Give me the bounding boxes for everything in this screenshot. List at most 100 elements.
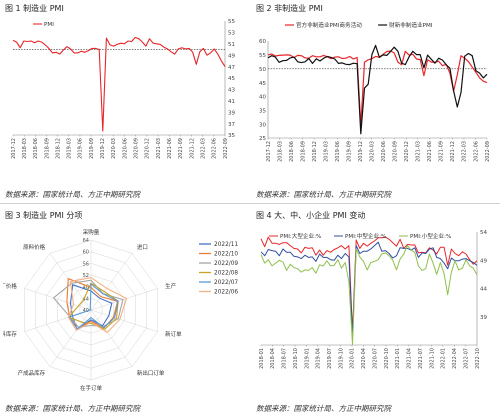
x-tick-label: 2019-09 <box>89 138 95 159</box>
y-tick-label: 55 <box>228 19 235 25</box>
y-tick-label: 41 <box>228 99 235 105</box>
x-tick-label: 2021-10 <box>429 348 435 369</box>
x-tick-label: 2018-06 <box>33 138 39 159</box>
legend-label-0: PMI:大型企业:% <box>280 232 321 240</box>
x-tick-label: 2020-12 <box>145 138 151 159</box>
x-tick-label: 2018-12 <box>312 141 318 162</box>
x-tick-label: 2018-09 <box>44 138 50 159</box>
y-tick-label: 60 <box>259 39 266 45</box>
radar-legend-label-2: 2022/09 <box>214 261 238 267</box>
y-tick-label: 43 <box>228 88 235 94</box>
y-tick-label: 51 <box>228 42 235 48</box>
x-tick-label: 2022-09 <box>223 138 229 159</box>
x-tick-label: 2017-12 <box>266 141 272 162</box>
x-tick-label: 2022-04 <box>452 348 458 369</box>
radar-series-2 <box>52 279 124 328</box>
x-tick-label: 2021-12 <box>189 138 195 159</box>
y-tick-label: 25 <box>259 136 266 142</box>
x-tick-label: 2020-10 <box>384 348 390 369</box>
radar-series-4 <box>68 282 119 330</box>
legend-label-0: PMI <box>44 22 54 28</box>
x-tick-label: 2020-03 <box>370 141 376 162</box>
x-tick-label: 2021-03 <box>156 138 162 159</box>
radar-tick-label: 48 <box>83 285 89 291</box>
series-line-0 <box>12 36 226 132</box>
x-tick-label: 2021-01 <box>395 348 401 369</box>
y-tick-label: 39 <box>228 110 235 116</box>
panel-2-source: 数据来源：国家统计局、方正中期研究院 <box>256 190 391 199</box>
radar-spoke <box>90 288 158 311</box>
panel-4-title: 图 4 大、中、小企业 PMI 变动 <box>256 211 366 220</box>
x-tick-label: 2018-01 <box>259 348 265 369</box>
x-tick-label: 2022-01 <box>441 348 447 369</box>
radar-tick-label: 52 <box>83 273 89 279</box>
x-tick-label: 2021-03 <box>416 141 422 162</box>
radar-axis-label: 进口 <box>137 243 148 251</box>
radar-axis-label: 产成品库存 <box>18 369 46 377</box>
series-line-2 <box>260 245 478 345</box>
x-tick-label: 2020-03 <box>111 138 117 159</box>
panel-3-title: 图 3 制造业 PMI 分项 <box>5 211 83 220</box>
x-tick-label: 2020-01 <box>350 348 356 369</box>
panel-4-source: 数据来源：国家统计局、方正中期研究院 <box>256 404 391 413</box>
x-tick-label: 2022-06 <box>473 141 479 162</box>
radar-legend-label-3: 2022/08 <box>214 271 238 277</box>
x-tick-label: 2021-12 <box>450 141 456 162</box>
legend-label-1: 财新非制造业PMI <box>389 21 433 29</box>
x-tick-label: 2017-12 <box>11 138 17 159</box>
x-tick-label: 2021-06 <box>167 138 173 159</box>
x-tick-label: 2021-09 <box>439 141 445 162</box>
panel-3-source: 数据来源：国家统计局、方正中期研究院 <box>5 404 140 413</box>
manufacturing-pmi-chart: 35 37 39 41 43 45 47 49 51 53 55 2017-12 2018-03 2018… <box>11 19 236 159</box>
x-tick-label: 2019-12 <box>358 141 364 162</box>
x-tick-label: 2019-03 <box>67 138 73 159</box>
x-tick-label: 2021-06 <box>427 141 433 162</box>
x-tick-label: 2020-07 <box>372 348 378 369</box>
x-tick-label: 2018-04 <box>270 348 276 369</box>
non-manufacturing-pmi-chart: 25 30 35 40 45 50 55 60 2017-12 2018-03 2018-06 201… <box>259 21 491 162</box>
radar-axis-label: 新出口订单 <box>137 369 165 377</box>
x-tick-label: 2019-04 <box>316 348 322 369</box>
x-tick-label: 2018-03 <box>277 141 283 162</box>
x-tick-label: 2022-03 <box>200 138 206 159</box>
radar-axis-label: 原料价格 <box>23 243 46 251</box>
legend-label-0: 官方非制造业PMI商务活动 <box>296 21 362 29</box>
x-tick-label: 2022-10 <box>475 348 481 369</box>
radar-spoke <box>90 253 133 311</box>
x-tick-label: 2019-01 <box>304 348 310 369</box>
radar-axis-label: 在手订单 <box>80 384 103 392</box>
y-tick-label: 35 <box>228 133 235 139</box>
x-tick-label: 2019-12 <box>100 138 106 159</box>
radar-axis-label: 生产 <box>165 282 177 290</box>
radar-spoke <box>90 309 158 332</box>
y-tick-label: 45 <box>228 76 235 82</box>
x-tick-label: 2022-03 <box>462 141 468 162</box>
series-line-1 <box>260 241 478 337</box>
y-tick-label: 40 <box>259 95 266 101</box>
y-tick-label: 47 <box>228 65 235 71</box>
y-tick-label: 44 <box>480 287 487 293</box>
radar-legend-label-5: 2022/06 <box>214 290 238 296</box>
x-tick-label: 2022-07 <box>463 348 469 369</box>
x-tick-label: 2022-06 <box>212 138 218 159</box>
legend-label-1: PMI:中型企业:% <box>345 232 386 240</box>
x-tick-label: 2019-10 <box>338 348 344 369</box>
x-tick-label: 2018-10 <box>293 348 299 369</box>
y-tick-label: 53 <box>228 31 235 37</box>
radar-spoke <box>49 309 92 367</box>
x-tick-label: 2020-04 <box>361 348 367 369</box>
x-tick-label: 2019-03 <box>323 141 329 162</box>
x-tick-label: 2018-03 <box>22 138 28 159</box>
y-tick-label: 49 <box>480 258 487 264</box>
radar-spoke <box>24 288 92 311</box>
x-tick-label: 2021-04 <box>407 348 413 369</box>
radar-series-3 <box>67 282 119 330</box>
x-tick-label: 2022-09 <box>485 141 491 162</box>
x-tick-label: 2019-09 <box>346 141 352 162</box>
x-tick-label: 2021-07 <box>418 348 424 369</box>
y-tick-label: 35 <box>259 108 266 114</box>
x-tick-label: 2018-06 <box>289 141 295 162</box>
series-line-0 <box>267 50 488 126</box>
x-tick-label: 2019-06 <box>335 141 341 162</box>
radar-legend-label-0: 2022/11 <box>214 242 238 248</box>
